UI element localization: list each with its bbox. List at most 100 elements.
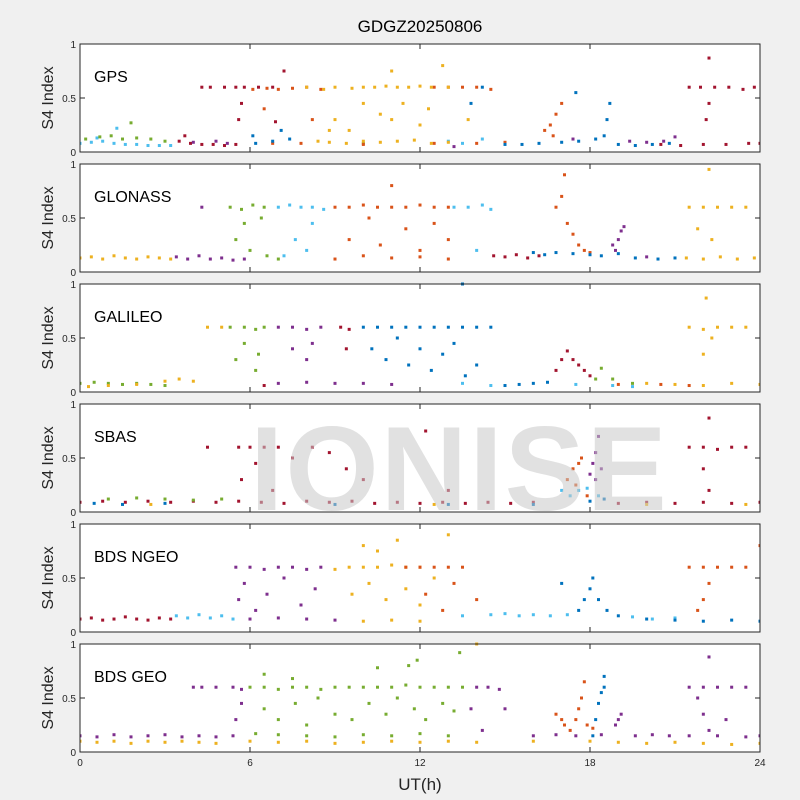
data-points bbox=[80, 56, 760, 149]
y-tick-label: 0 bbox=[70, 148, 76, 159]
data-point-yellow bbox=[407, 85, 411, 89]
data-point-blue bbox=[418, 325, 422, 329]
data-point-orange bbox=[432, 221, 436, 225]
data-point-yellow bbox=[123, 256, 127, 260]
data-point-purple bbox=[701, 712, 705, 716]
data-point-yellow bbox=[687, 205, 691, 209]
x-tick-label: 24 bbox=[754, 758, 766, 769]
data-point-green bbox=[98, 135, 102, 139]
data-point-yellow bbox=[361, 85, 365, 89]
data-point-orange bbox=[390, 256, 394, 260]
data-point-yellow bbox=[361, 619, 365, 623]
data-point-purple bbox=[237, 598, 241, 602]
data-point-cyan bbox=[299, 205, 303, 209]
data-point-yellow bbox=[701, 205, 705, 209]
data-point-cyan bbox=[174, 614, 178, 618]
data-point-blue bbox=[574, 91, 578, 95]
data-point-purple bbox=[276, 325, 280, 329]
data-point-yellow bbox=[106, 384, 110, 388]
data-point-cyan bbox=[597, 494, 600, 498]
data-point-yellow bbox=[701, 384, 705, 388]
data-point-purple bbox=[469, 707, 473, 711]
data-point-yellow bbox=[384, 598, 388, 602]
data-point-yellow bbox=[101, 257, 105, 261]
data-point-purple bbox=[220, 256, 224, 260]
data-point-darkred bbox=[276, 445, 280, 449]
data-point-orange bbox=[563, 173, 566, 177]
data-point-blue bbox=[279, 128, 283, 132]
data-point-green bbox=[305, 685, 309, 689]
data-point-yellow bbox=[316, 139, 320, 143]
y-tick-label: 0.5 bbox=[62, 694, 76, 705]
data-point-blue bbox=[441, 352, 445, 356]
data-point-cyan bbox=[461, 614, 464, 618]
data-point-purple bbox=[231, 258, 235, 262]
data-point-green bbox=[407, 664, 411, 668]
y-axis-label: S4 Index bbox=[40, 426, 57, 489]
data-point-yellow bbox=[135, 382, 139, 386]
data-point-green bbox=[594, 377, 598, 381]
data-point-yellow bbox=[684, 256, 688, 260]
data-point-green bbox=[228, 325, 232, 329]
data-point-blue bbox=[384, 358, 388, 362]
data-point-purple bbox=[214, 735, 218, 739]
data-point-blue bbox=[605, 118, 609, 122]
data-point-yellow bbox=[367, 581, 371, 585]
data-point-darkred bbox=[274, 120, 277, 124]
data-point-darkred bbox=[89, 616, 93, 620]
data-point-cyan bbox=[489, 613, 493, 617]
data-point-blue bbox=[531, 502, 535, 506]
y-tick-label: 0 bbox=[70, 508, 76, 519]
data-point-purple bbox=[687, 685, 691, 689]
data-point-orange bbox=[347, 238, 351, 242]
data-point-orange bbox=[568, 728, 572, 732]
data-point-green bbox=[106, 497, 110, 501]
data-point-cyan bbox=[461, 381, 464, 385]
data-point-darkred bbox=[582, 368, 586, 372]
data-point-darkred bbox=[687, 445, 691, 449]
data-point-purple bbox=[129, 735, 133, 739]
y-axis-label: S4 Index bbox=[40, 66, 57, 129]
data-point-darkred bbox=[257, 85, 260, 89]
data-point-purple bbox=[180, 735, 184, 739]
data-point-yellow bbox=[390, 563, 394, 567]
data-point-yellow bbox=[248, 739, 252, 743]
data-point-yellow bbox=[89, 255, 93, 259]
data-point-orange bbox=[582, 248, 586, 252]
data-point-blue bbox=[577, 608, 581, 612]
data-point-purple bbox=[214, 685, 218, 689]
data-point-green bbox=[163, 139, 167, 143]
data-point-purple bbox=[687, 734, 691, 738]
data-point-green bbox=[412, 707, 416, 711]
data-point-yellow bbox=[701, 327, 705, 331]
data-point-green bbox=[248, 685, 252, 689]
data-point-darkred bbox=[701, 445, 705, 449]
data-point-darkred bbox=[282, 69, 286, 73]
data-point-purple bbox=[191, 140, 195, 144]
data-point-green bbox=[254, 327, 258, 331]
data-point-purple bbox=[701, 685, 705, 689]
data-point-darkred bbox=[577, 363, 581, 367]
data-point-yellow bbox=[361, 544, 365, 548]
data-point-cyan bbox=[146, 144, 150, 148]
data-point-blue bbox=[480, 85, 484, 89]
data-point-orange bbox=[565, 221, 569, 225]
data-point-blue bbox=[251, 134, 255, 138]
data-point-yellow bbox=[390, 118, 394, 122]
data-point-darkred bbox=[282, 501, 286, 505]
y-tick-label: 0 bbox=[70, 628, 76, 639]
data-point-blue bbox=[730, 618, 734, 622]
data-point-cyan bbox=[650, 617, 654, 621]
data-point-darkred bbox=[254, 461, 258, 465]
data-point-purple bbox=[645, 255, 649, 259]
data-point-orange bbox=[701, 565, 705, 569]
data-point-cyan bbox=[310, 205, 314, 209]
data-point-darkred bbox=[344, 347, 348, 351]
data-point-cyan bbox=[585, 486, 589, 490]
data-point-yellow bbox=[333, 118, 337, 122]
data-points bbox=[80, 533, 760, 623]
panel-glonass: 0 0.5 1 S4 Index GLONASS bbox=[40, 160, 761, 279]
data-point-darkred bbox=[492, 254, 496, 258]
data-point-darkred bbox=[730, 445, 734, 449]
data-point-yellow bbox=[704, 296, 708, 300]
